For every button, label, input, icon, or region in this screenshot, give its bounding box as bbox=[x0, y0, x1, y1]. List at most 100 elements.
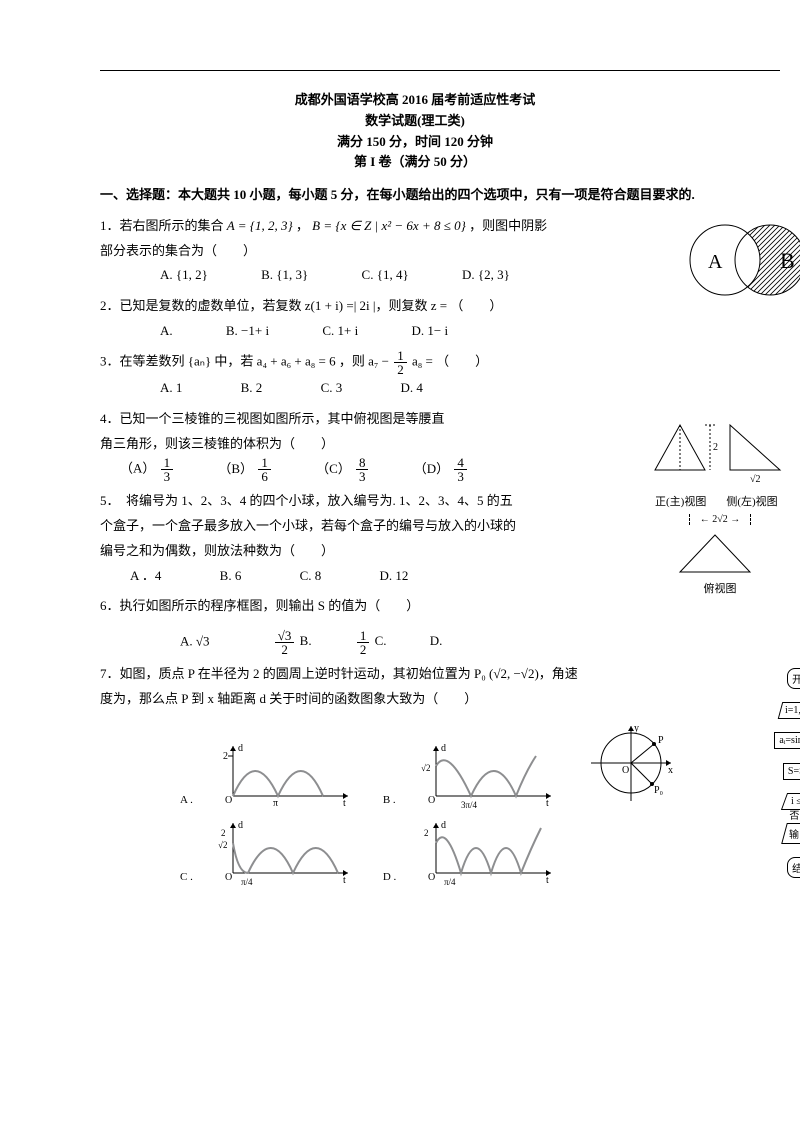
side-view-label: 侧(左)视图 bbox=[726, 493, 777, 509]
svg-text:2: 2 bbox=[223, 751, 228, 762]
svg-text:P₀: P₀ bbox=[654, 785, 664, 796]
q4-stem2: 角三角形，则该三棱锥的体积为（ ） bbox=[100, 432, 730, 457]
graph-d: O d t 2 π/4 bbox=[426, 818, 556, 883]
question-1: 1．若右图所示的集合 A = {1, 2, 3} ， B = {x ∈ Z | … bbox=[100, 214, 730, 288]
svg-text:√2: √2 bbox=[750, 474, 761, 485]
q3-opt-d: D. 4 bbox=[400, 376, 422, 401]
flowchart: 开始 ↓ i=1, S=0 ↓ aᵢ=sin(iπ/3) i=i+1 ↓ S=S… bbox=[774, 665, 800, 881]
svg-text:t: t bbox=[343, 875, 346, 886]
q3-frac: 1 2 bbox=[394, 349, 407, 376]
svg-text:t: t bbox=[343, 798, 346, 809]
q1-options: A. {1, 2} B. {1, 3} C. {1, 4} D. {2, 3} bbox=[100, 263, 730, 288]
header-line1: 成都外国语学校高 2016 届考前适应性考试 bbox=[100, 90, 730, 111]
graph-b-label: B . bbox=[383, 794, 396, 806]
svg-text:d: d bbox=[238, 743, 243, 754]
q4-stem1: 4．已知一个三棱锥的三视图如图所示，其中俯视图是等腰直 bbox=[100, 407, 730, 432]
q6-opt-c: 12 C. bbox=[355, 633, 390, 648]
q6-opt-a: A. √3 bbox=[180, 633, 210, 648]
q1-opt-d: D. {2, 3} bbox=[462, 263, 510, 288]
q2-options: A. B. −1+ i C. 1+ i D. 1− i bbox=[100, 319, 730, 344]
svg-text:O: O bbox=[622, 765, 629, 776]
q7-stem1: 7．如图，质点 P 在半径为 2 的圆周上逆时针运动，其初始位置为 P₀ (√2… bbox=[100, 662, 730, 687]
q4-opt-b-label: （B） bbox=[218, 461, 253, 476]
q2-opt-a: A. bbox=[160, 319, 173, 344]
fc-no: 否 bbox=[789, 807, 799, 822]
q1-opt-c: C. {1, 4} bbox=[362, 263, 409, 288]
q5-options: A ．4 B. 6 C. 8 D. 12 bbox=[100, 564, 730, 589]
top-view-label: 俯视图 bbox=[650, 580, 790, 596]
svg-text:d: d bbox=[238, 820, 243, 831]
q7-graphs: A . O d t 2 π B . O bbox=[100, 721, 730, 883]
q1-stem-b: ，则图中阴影 bbox=[469, 218, 547, 233]
q4-opt-c-label: （C） bbox=[316, 461, 351, 476]
q2-opt-d: D. 1− i bbox=[411, 319, 448, 344]
top-border-line bbox=[100, 70, 780, 71]
circle-diagram: O x y P P₀ bbox=[586, 721, 676, 806]
svg-text:3π/4: 3π/4 bbox=[461, 800, 478, 810]
q5-stem3: 编号之和为偶数，则放法种数为（ ） bbox=[100, 539, 730, 564]
question-4: 4．已知一个三棱锥的三视图如图所示，其中俯视图是等腰直 角三角形，则该三棱锥的体… bbox=[100, 407, 730, 483]
fc-out: 输出S bbox=[789, 826, 800, 841]
svg-text:2: 2 bbox=[713, 442, 718, 453]
svg-text:O: O bbox=[428, 795, 435, 806]
svg-text:O: O bbox=[428, 872, 435, 883]
q3-opt-b: B. 2 bbox=[241, 376, 263, 401]
svg-text:t: t bbox=[546, 875, 549, 886]
fc-end: 结束 bbox=[787, 857, 800, 878]
svg-text:O: O bbox=[225, 872, 232, 883]
svg-text:π: π bbox=[273, 798, 278, 809]
q3-options: A. 1 B. 2 C. 3 D. 4 bbox=[100, 376, 730, 401]
q6-options: A. √3 √32 B. 12 C. D. bbox=[100, 629, 730, 656]
question-3: 3．在等差数列 {aₙ} 中，若 a₄ + a₆ + a₈ = 6 ，则 a₇ … bbox=[100, 349, 730, 401]
graph-a: O d t 2 π bbox=[223, 741, 353, 806]
header-line2: 数学试题(理工类) bbox=[100, 111, 730, 132]
question-6: 6．执行如图所示的程序框图，则输出 S 的值为（ ） A. √3 √32 B. … bbox=[100, 594, 730, 656]
svg-text:B: B bbox=[780, 248, 795, 273]
fc-calc: aᵢ=sin(iπ/3) bbox=[774, 732, 800, 749]
exam-header: 成都外国语学校高 2016 届考前适应性考试 数学试题(理工类) 满分 150 … bbox=[100, 90, 730, 173]
question-2: 2．已知是复数的虚数单位，若复数 z(1 + i) =| 2i |，则复数 z … bbox=[100, 294, 730, 343]
question-7: 7．如图，质点 P 在半径为 2 的圆周上逆时针运动，其初始位置为 P₀ (√2… bbox=[100, 662, 730, 711]
question-5: 5． 将编号为 1、2、3、4 的四个小球，放入编号为. 1、2、3、4、5 的… bbox=[100, 489, 730, 588]
q2-opt-c: C. 1+ i bbox=[322, 319, 358, 344]
graph-a-label: A . bbox=[180, 794, 193, 806]
q1-opt-b: B. {1, 3} bbox=[261, 263, 308, 288]
svg-text:P: P bbox=[658, 735, 664, 746]
q6-opt-d: D. bbox=[430, 633, 443, 648]
q5-stem1: 5． 将编号为 1、2、3、4 的四个小球，放入编号为. 1、2、3、4、5 的… bbox=[100, 489, 730, 514]
svg-text:t: t bbox=[546, 798, 549, 809]
q1-mid: ， bbox=[296, 218, 309, 233]
svg-text:y: y bbox=[634, 723, 639, 734]
front-view-label: 正(主)视图 bbox=[655, 493, 706, 509]
svg-text:2: 2 bbox=[221, 828, 226, 838]
venn-diagram: A B bbox=[680, 220, 800, 304]
graph-d-label: D . bbox=[383, 871, 396, 883]
q1-opt-a: A. {1, 2} bbox=[160, 263, 208, 288]
q1-stem-c: 部分表示的集合为（ ） bbox=[100, 239, 730, 264]
q5-opt-c: C. 8 bbox=[300, 564, 322, 589]
graph-b: O d t √2 3π/4 bbox=[426, 741, 556, 806]
q4-opt-d-label: （D） bbox=[414, 461, 449, 476]
svg-text:O: O bbox=[225, 795, 232, 806]
svg-text:x: x bbox=[668, 765, 673, 776]
svg-text:√2: √2 bbox=[421, 763, 430, 773]
q7-stem2: 度为，那么点 P 到 x 轴距离 d 关于时间的函数图象大致为（ ） bbox=[100, 687, 730, 712]
q4-opt-a-label: （A） bbox=[120, 461, 155, 476]
fc-start: 开始 bbox=[787, 668, 800, 689]
q3-stem-a: 3．在等差数列 {aₙ} 中，若 a₄ + a₆ + a₈ = 6 ，则 a₇ … bbox=[100, 354, 392, 369]
q6-stem: 6．执行如图所示的程序框图，则输出 S 的值为（ ） bbox=[100, 594, 730, 619]
q1-set-b: B = {x ∈ Z | x² − 6x + 8 ≤ 0} bbox=[312, 218, 466, 233]
q2-stem: 2．已知是复数的虚数单位，若复数 z(1 + i) =| 2i |，则复数 z … bbox=[100, 294, 730, 319]
q5-opt-a: A ．4 bbox=[130, 564, 161, 589]
q3-opt-c: C. 3 bbox=[321, 376, 343, 401]
svg-text:√2: √2 bbox=[218, 840, 227, 850]
svg-text:d: d bbox=[441, 820, 446, 831]
q3-opt-a: A. 1 bbox=[160, 376, 182, 401]
q4-options: （A） 13 （B） 16 （C） 83 （D） 43 bbox=[100, 456, 730, 483]
three-view-diagram: 2 √2 正(主)视图 侧(左)视图 ← 2√2 → 俯视图 bbox=[650, 420, 790, 596]
q5-opt-d: D. 12 bbox=[380, 564, 409, 589]
svg-text:A: A bbox=[708, 251, 723, 273]
fc-init: i=1, S=0 bbox=[785, 705, 800, 716]
header-line4: 第 I 卷（满分 50 分） bbox=[100, 152, 730, 173]
header-line3: 满分 150 分，时间 120 分钟 bbox=[100, 132, 730, 153]
